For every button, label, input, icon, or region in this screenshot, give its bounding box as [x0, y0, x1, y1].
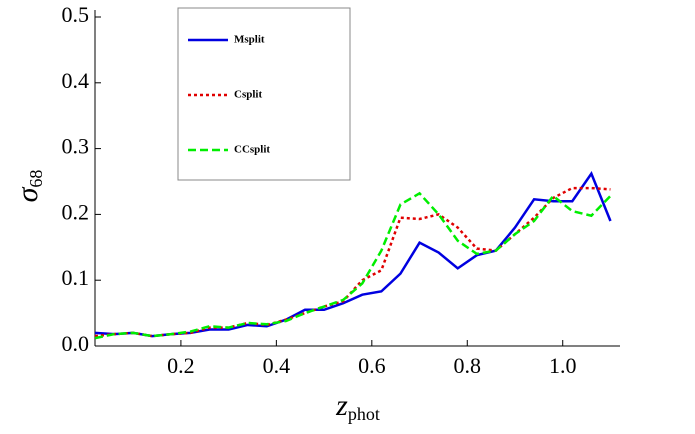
legend-label: CCsplit	[234, 144, 270, 156]
series-line	[95, 191, 612, 340]
y-tick-label: 0.1	[62, 265, 90, 290]
y-tick-label: 0.3	[62, 134, 90, 159]
y-axis-label: σ68	[11, 170, 46, 203]
x-label-subscript: phot	[348, 404, 380, 424]
y-tick-label: 0.5	[62, 2, 90, 27]
x-label-symbol: z	[335, 389, 348, 422]
x-tick-label: 0.4	[263, 353, 291, 378]
x-axis-label: zphot	[335, 389, 380, 424]
y-tick-label: 0.2	[62, 199, 90, 224]
y-label-symbol: σ	[11, 186, 44, 202]
series-line	[95, 186, 611, 338]
y-tick-label: 0.4	[62, 68, 90, 93]
y-tick-label: 0.0	[62, 331, 90, 356]
series-line	[95, 170, 612, 338]
x-tick-label: 0.8	[454, 353, 482, 378]
y-label-subscript: 68	[26, 170, 46, 188]
x-tick-label: 0.2	[167, 353, 195, 378]
x-tick-label: 0.6	[358, 353, 386, 378]
x-tick-label: 1.0	[549, 353, 577, 378]
plot-area	[95, 170, 612, 340]
legend-label: Csplit	[234, 89, 262, 101]
legend-label: Msplit	[234, 34, 265, 46]
